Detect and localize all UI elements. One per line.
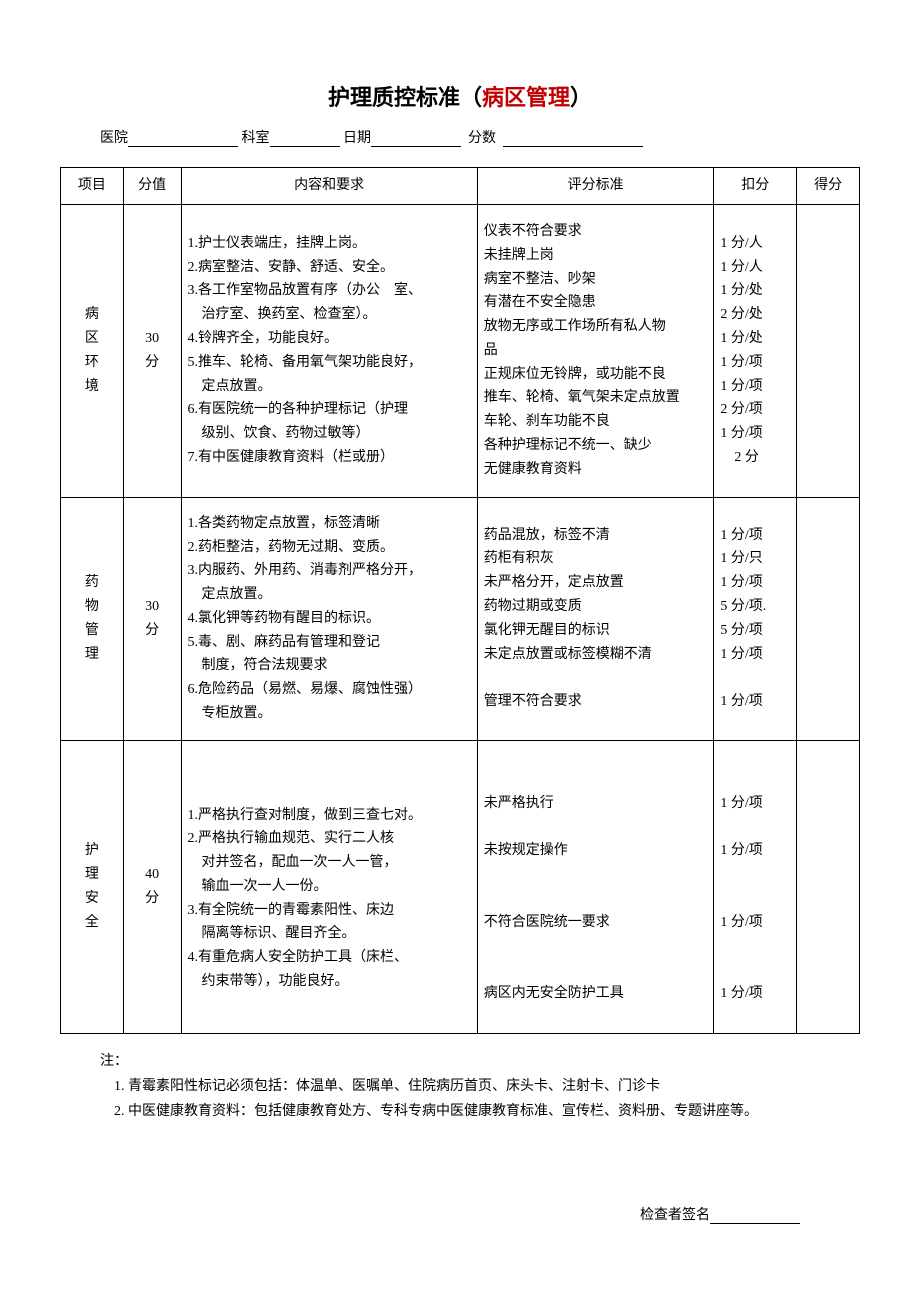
row2-criteria: 未严格执行未按规定操作不符合医院统一要求病区内无安全防护工具 (477, 740, 714, 1033)
dept-label: 科室 (242, 131, 270, 146)
row0-criteria: 仪表不符合要求未挂牌上岗病室不整洁、吵架有潜在不安全隐患放物无序或工作场所有私人… (477, 204, 714, 497)
title-red: 病区管理 (482, 85, 570, 110)
title-prefix: 护理质控标准（ (328, 85, 482, 110)
page-title: 护理质控标准（病区管理） (60, 80, 860, 112)
header-item: 项目 (61, 168, 124, 205)
row2-item: 护理安全 (61, 740, 124, 1033)
header-content: 内容和要求 (181, 168, 477, 205)
row0-item: 病区环境 (61, 204, 124, 497)
row2-value: 40分 (123, 740, 181, 1033)
score-label: 分数 (468, 131, 496, 146)
hospital-input[interactable] (128, 130, 238, 147)
row2-content: 1.严格执行查对制度，做到三查七对。2.严格执行输血规范、实行二人核 对并签名，… (181, 740, 477, 1033)
signature-label: 检查者签名 (640, 1208, 710, 1223)
row0-deduct: 1 分/人1 分/人1 分/处2 分/处1 分/处1 分/项1 分/项2 分/项… (714, 204, 797, 497)
hospital-label: 医院 (100, 131, 128, 146)
note-item: 中医健康教育资料：包括健康教育处方、专科专病中医健康教育标准、宣传栏、资料册、专… (128, 1099, 860, 1124)
notes-section: 注： 青霉素阳性标记必须包括：体温单、医嘱单、住院病历首页、床头卡、注射卡、门诊… (100, 1049, 860, 1125)
row1-content: 1.各类药物定点放置，标签清晰2.药柜整洁，药物无过期、变质。3.内服药、外用药… (181, 497, 477, 740)
date-label: 日期 (343, 131, 371, 146)
signature-input[interactable] (710, 1207, 800, 1224)
note-item: 青霉素阳性标记必须包括：体温单、医嘱单、住院病历首页、床头卡、注射卡、门诊卡 (128, 1074, 860, 1099)
date-input[interactable] (371, 130, 461, 147)
table-header-row: 项目 分值 内容和要求 评分标准 扣分 得分 (61, 168, 860, 205)
main-table: 项目 分值 内容和要求 评分标准 扣分 得分 病区环境 30分 1.护士仪表端庄… (60, 167, 860, 1034)
row2-result[interactable] (797, 740, 860, 1033)
header-deduct: 扣分 (714, 168, 797, 205)
row1-deduct: 1 分/项1 分/只1 分/项5 分/项.5 分/项1 分/项1 分/项 (714, 497, 797, 740)
header-value: 分值 (123, 168, 181, 205)
form-header: 医院 科室 日期 分数 (100, 127, 860, 147)
header-criteria: 评分标准 (477, 168, 714, 205)
table-row: 药物管理 30分 1.各类药物定点放置，标签清晰2.药柜整洁，药物无过期、变质。… (61, 497, 860, 740)
row0-value: 30分 (123, 204, 181, 497)
notes-label: 注： (100, 1054, 128, 1069)
table-row: 护理安全 40分 1.严格执行查对制度，做到三查七对。2.严格执行输血规范、实行… (61, 740, 860, 1033)
row2-deduct: 1 分/项1 分/项1 分/项1 分/项 (714, 740, 797, 1033)
signature-line: 检查者签名 (60, 1204, 860, 1224)
row0-content: 1.护士仪表端庄，挂牌上岗。2.病室整洁、安静、舒适、安全。3.各工作室物品放置… (181, 204, 477, 497)
score-input[interactable] (503, 130, 643, 147)
row1-value: 30分 (123, 497, 181, 740)
row0-result[interactable] (797, 204, 860, 497)
title-suffix: ） (570, 85, 592, 110)
table-row: 病区环境 30分 1.护士仪表端庄，挂牌上岗。2.病室整洁、安静、舒适、安全。3… (61, 204, 860, 497)
row1-result[interactable] (797, 497, 860, 740)
row1-criteria: 药品混放，标签不清药柜有积灰未严格分开，定点放置药物过期或变质氯化钾无醒目的标识… (477, 497, 714, 740)
row1-item: 药物管理 (61, 497, 124, 740)
header-result: 得分 (797, 168, 860, 205)
dept-input[interactable] (270, 130, 340, 147)
